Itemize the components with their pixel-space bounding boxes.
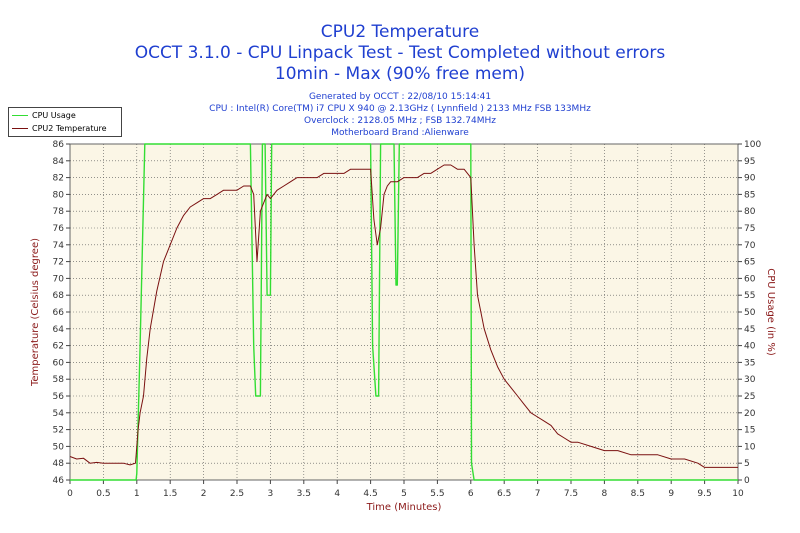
y-right-tick-label: 100 bbox=[744, 140, 761, 150]
y-right-tick-label: 40 bbox=[744, 342, 756, 352]
x-tick-label: 9 bbox=[668, 489, 674, 499]
y-right-tick-label: 45 bbox=[744, 325, 755, 335]
legend-label-cpu-usage: CPU Usage bbox=[32, 110, 76, 120]
x-tick-label: 9.5 bbox=[697, 489, 711, 499]
x-tick-label: 2 bbox=[201, 489, 207, 499]
x-tick-label: 5.5 bbox=[430, 489, 444, 499]
y-right-tick-label: 70 bbox=[744, 241, 756, 251]
y-right-tick-label: 50 bbox=[744, 308, 756, 318]
x-tick-label: 5 bbox=[401, 489, 407, 499]
y-right-tick-label: 5 bbox=[744, 459, 750, 469]
y-right-tick-label: 0 bbox=[744, 476, 750, 486]
chart-title: CPU2 Temperature bbox=[320, 22, 480, 42]
cpu-info: CPU : Intel(R) Core(TM) i7 CPU X 940 @ 2… bbox=[209, 104, 591, 114]
y-left-tick-label: 56 bbox=[53, 392, 65, 402]
series-line-cpu2-temperature bbox=[69, 164, 738, 468]
x-tick-label: 10 bbox=[732, 489, 744, 499]
y-left-tick-label: 82 bbox=[53, 174, 64, 184]
y-right-tick-label: 80 bbox=[744, 207, 756, 217]
y-right-tick-label: 25 bbox=[744, 392, 755, 402]
y-right-tick-label: 20 bbox=[744, 409, 756, 419]
y-right-tick-label: 55 bbox=[744, 291, 755, 301]
y-left-tick-label: 64 bbox=[53, 325, 65, 335]
x-tick-label: 8.5 bbox=[631, 489, 645, 499]
legend-item-cpu2-temperature: CPU2 Temperature bbox=[12, 122, 107, 134]
x-tick-label: 1.5 bbox=[163, 489, 177, 499]
y-left-tick-label: 84 bbox=[53, 157, 65, 167]
y-left-tick-label: 76 bbox=[53, 224, 65, 234]
x-axis-label: Time (Minutes) bbox=[366, 502, 442, 513]
x-tick-label: 0 bbox=[67, 489, 73, 499]
y-left-tick-label: 68 bbox=[53, 291, 65, 301]
y-left-tick-label: 46 bbox=[53, 476, 65, 486]
x-tick-label: 7.5 bbox=[564, 489, 578, 499]
y-right-tick-label: 35 bbox=[744, 358, 755, 368]
generated-info: Generated by OCCT : 22/08/10 15:14:41 bbox=[308, 92, 492, 102]
legend-swatch-cpu-usage bbox=[12, 114, 28, 116]
y-right-tick-label: 90 bbox=[744, 174, 756, 184]
y-left-tick-label: 54 bbox=[53, 409, 65, 419]
y-left-tick-label: 78 bbox=[53, 207, 65, 217]
x-tick-label: 8 bbox=[602, 489, 608, 499]
x-tick-label: 2.5 bbox=[230, 489, 244, 499]
y-right-tick-label: 30 bbox=[744, 375, 756, 385]
y-left-tick-label: 70 bbox=[53, 274, 65, 284]
overclock-info: Overclock : 2128.05 MHz ; FSB 132.74MHz bbox=[304, 116, 496, 126]
x-tick-label: 6 bbox=[468, 489, 474, 499]
y-left-tick-label: 50 bbox=[53, 442, 65, 452]
series-line-cpu-usage bbox=[70, 143, 738, 481]
y-right-tick-label: 85 bbox=[744, 190, 755, 200]
legend-item-cpu-usage: CPU Usage bbox=[12, 109, 76, 121]
chart-legend: CPU Usage CPU2 Temperature bbox=[8, 107, 122, 137]
chart-subtitle-duration: 10min - Max (90% free mem) bbox=[274, 64, 526, 84]
y-left-tick-label: 66 bbox=[53, 308, 65, 318]
x-tick-label: 3.5 bbox=[297, 489, 311, 499]
y-left-tick-label: 80 bbox=[53, 190, 65, 200]
y-right-tick-label: 60 bbox=[744, 274, 756, 284]
y-left-tick-label: 74 bbox=[53, 241, 65, 251]
y-right-tick-label: 95 bbox=[744, 157, 755, 167]
x-tick-label: 7 bbox=[535, 489, 541, 499]
x-tick-label: 3 bbox=[268, 489, 274, 499]
y-left-tick-label: 86 bbox=[53, 140, 65, 150]
y-right-tick-label: 15 bbox=[744, 426, 755, 436]
motherboard-info: Motherboard Brand :Alienware bbox=[331, 128, 469, 138]
chart-subtitle-test: OCCT 3.1.0 - CPU Linpack Test - Test Com… bbox=[134, 43, 666, 63]
legend-label-cpu2-temperature: CPU2 Temperature bbox=[32, 123, 107, 133]
x-tick-label: 6.5 bbox=[497, 489, 511, 499]
y-left-axis-label: Temperature (Celsius degree) bbox=[30, 238, 41, 387]
x-tick-label: 1 bbox=[134, 489, 140, 499]
y-right-tick-label: 65 bbox=[744, 258, 755, 268]
y-right-tick-label: 10 bbox=[744, 442, 756, 452]
y-left-tick-label: 52 bbox=[53, 426, 64, 436]
y-right-tick-label: 75 bbox=[744, 224, 755, 234]
x-tick-label: 0.5 bbox=[96, 489, 110, 499]
y-left-tick-label: 72 bbox=[53, 258, 64, 268]
legend-swatch-cpu2-temperature bbox=[12, 127, 28, 129]
x-tick-label: 4.5 bbox=[363, 489, 377, 499]
x-tick-label: 4 bbox=[334, 489, 340, 499]
y-left-tick-label: 62 bbox=[53, 342, 64, 352]
y-left-tick-label: 58 bbox=[53, 375, 65, 385]
y-right-axis-label: CPU Usage (in %) bbox=[765, 268, 776, 356]
y-left-tick-label: 48 bbox=[53, 459, 65, 469]
y-left-tick-label: 60 bbox=[53, 358, 65, 368]
